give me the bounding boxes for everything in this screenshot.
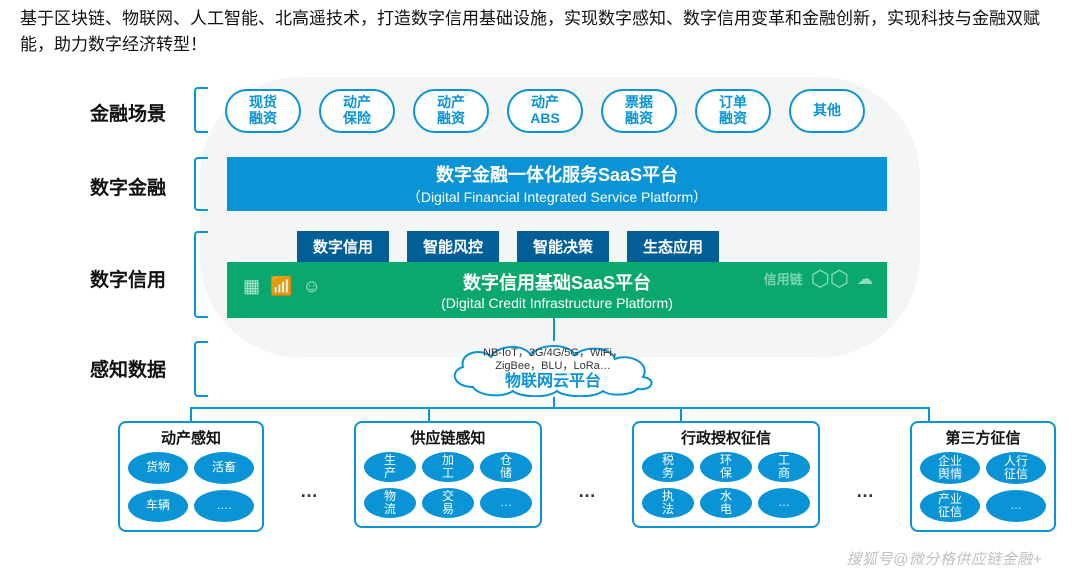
ellipsis: … xyxy=(298,421,320,502)
chain-label: 信用链 xyxy=(764,269,803,288)
credit-left-icons: ▦ 📶 ☺ xyxy=(243,276,321,297)
branch-item: 税 务 xyxy=(642,452,694,482)
antenna-icon: 📶 xyxy=(270,276,292,297)
branch-item: … xyxy=(758,488,810,518)
branch-item: 货物 xyxy=(128,452,188,484)
credit-right-icons: 信用链 ⬡⬡ ☁ xyxy=(764,266,873,292)
branch-item: 车辆 xyxy=(128,490,188,522)
branch-item: 物 流 xyxy=(364,488,416,518)
branch-item: 活畜 xyxy=(194,452,254,484)
credit-tabs: 数字信用 智能风控 智能决策 生态应用 xyxy=(297,231,719,262)
branch-item: 加 工 xyxy=(422,452,474,482)
branch-item: … xyxy=(986,490,1046,522)
connector xyxy=(553,397,555,407)
cloud-icon: ☁ xyxy=(857,269,873,289)
ai-head-icon: ☺ xyxy=(302,276,320,297)
scenario-pill: 动产 融资 xyxy=(413,89,489,133)
branch-movable-sense: 动产感知 货物 活畜 车辆 …. xyxy=(118,421,264,532)
bracket-scenario xyxy=(194,87,208,133)
branch-item: 仓 储 xyxy=(480,452,532,482)
chip-icon: ▦ xyxy=(243,276,260,297)
branch-item: 环 保 xyxy=(700,452,752,482)
scenario-pill: 其他 xyxy=(789,89,865,133)
credit-tab: 生态应用 xyxy=(627,231,719,262)
credit-tab: 智能决策 xyxy=(517,231,609,262)
scenario-pill: 动产 ABS xyxy=(507,89,583,133)
row-label-credit: 数字信用 xyxy=(90,265,166,292)
ellipsis: … xyxy=(854,421,876,502)
branch-title: 第三方征信 xyxy=(920,427,1046,448)
branch-supplychain-sense: 供应链感知 生 产 加 工 仓 储 物 流 交 易 … xyxy=(354,421,542,528)
credit-bar-subtitle: (Digital Credit Infrastructure Platform) xyxy=(441,295,673,311)
digital-credit-bar: ▦ 📶 ☺ 数字信用基础SaaS平台 (Digital Credit Infra… xyxy=(227,262,887,318)
branch-item: 生 产 xyxy=(364,452,416,482)
branch-item: …. xyxy=(194,490,254,522)
scenario-pill: 动产 保险 xyxy=(319,89,395,133)
branch-title: 行政授权征信 xyxy=(642,427,810,448)
branch-gov-credit: 行政授权征信 税 务 环 保 工 商 执 法 水 电 … xyxy=(632,421,820,528)
branch-title: 动产感知 xyxy=(128,427,254,448)
banner-subtitle: （Digital Financial Integrated Service Pl… xyxy=(407,187,707,207)
branch-item: 执 法 xyxy=(642,488,694,518)
credit-bar-title: 数字信用基础SaaS平台 xyxy=(463,269,651,295)
branch-item: 人行 征信 xyxy=(986,452,1046,484)
architecture-diagram: 金融场景 数字金融 数字信用 感知数据 现货 融资 动产 保险 动产 融资 动产… xyxy=(20,85,1060,575)
digital-finance-banner: 数字金融一体化服务SaaS平台 （Digital Financial Integ… xyxy=(227,157,887,211)
ellipsis: … xyxy=(576,421,598,502)
bracket-finance xyxy=(194,157,208,211)
bracket-credit xyxy=(194,231,208,318)
row-label-finance: 数字金融 xyxy=(90,173,166,200)
branch-item: 水 电 xyxy=(700,488,752,518)
connector xyxy=(553,318,555,341)
branch-thirdparty-credit: 第三方征信 企业 舆情 人行 征信 产业 征信 … xyxy=(910,421,1056,532)
connector xyxy=(928,407,930,421)
row-label-sense: 感知数据 xyxy=(90,355,166,382)
connector xyxy=(428,407,430,421)
branch-item: 工 商 xyxy=(758,452,810,482)
scenario-pill: 票据 融资 xyxy=(601,89,677,133)
branch-item: 企业 舆情 xyxy=(920,452,980,484)
branch-item: 产业 征信 xyxy=(920,490,980,522)
branches-row: 动产感知 货物 活畜 车辆 …. … 供应链感知 生 产 加 工 仓 储 物 流… xyxy=(118,421,1056,532)
scenario-pill: 现货 融资 xyxy=(225,89,301,133)
banner-title: 数字金融一体化服务SaaS平台 xyxy=(436,161,678,187)
credit-tab: 数字信用 xyxy=(297,231,389,262)
branch-title: 供应链感知 xyxy=(364,427,532,448)
blockchain-icon: ⬡⬡ xyxy=(811,266,849,292)
iot-title: 物联网云平台 xyxy=(443,367,663,391)
intro-text: 基于区块链、物联网、人工智能、北高遥技术，打造数字信用基础设施，实现数字感知、数… xyxy=(0,0,1080,59)
connector xyxy=(190,407,192,421)
scenario-row: 现货 融资 动产 保险 动产 融资 动产 ABS 票据 融资 订单 融资 其他 xyxy=(225,89,865,133)
row-label-scenario: 金融场景 xyxy=(90,99,166,126)
branch-item: … xyxy=(480,488,532,518)
iot-cloud: NB-IoT，3G/4G/5G，WiFi， ZigBee，BLU，LoRa… 物… xyxy=(443,341,663,397)
watermark-text: 搜狐号@微分格供应链金融+ xyxy=(847,548,1043,569)
scenario-pill: 订单 融资 xyxy=(695,89,771,133)
connector xyxy=(680,407,682,421)
connector xyxy=(190,407,930,409)
bracket-sense xyxy=(194,341,208,397)
credit-tab: 智能风控 xyxy=(407,231,499,262)
branch-item: 交 易 xyxy=(422,488,474,518)
